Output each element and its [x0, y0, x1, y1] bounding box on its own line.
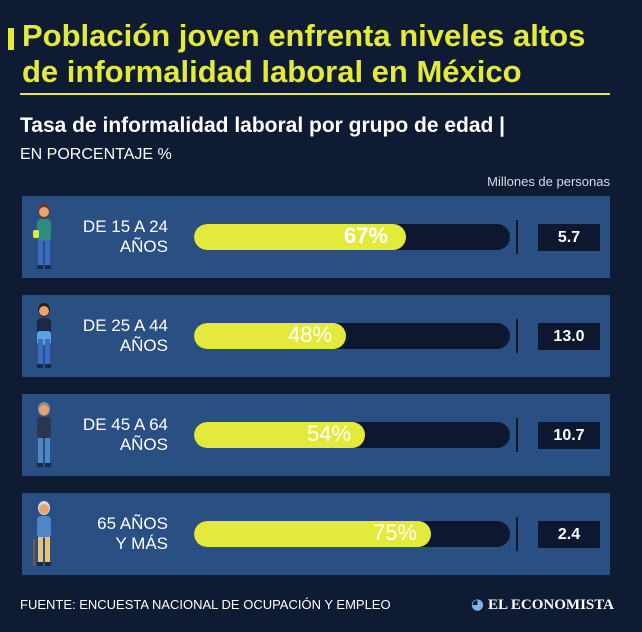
population-value: 5.7	[538, 224, 600, 251]
bar	[194, 224, 406, 250]
bar	[194, 521, 431, 547]
category-label-line-2: AÑOS	[119, 435, 168, 454]
category-label-line-1: DE 45 A 64	[82, 415, 168, 434]
category-label-line-2: AÑOS	[119, 237, 168, 256]
bar-track	[194, 323, 510, 349]
category-label: DE 25 A 44 AÑOS	[64, 316, 168, 356]
bar-track	[194, 422, 510, 448]
category-label-line-2: Y MÁS	[115, 534, 168, 553]
elderly-woman-icon	[30, 499, 58, 569]
bar-track	[194, 521, 510, 547]
title-line-1: Población joven enfrenta niveles altos	[22, 18, 586, 53]
bar	[194, 422, 365, 448]
category-label-line-1: DE 25 A 44	[82, 316, 168, 335]
brand-name: EL ECONOMISTA	[488, 597, 614, 613]
middle-aged-woman-icon	[30, 400, 58, 470]
row-divider	[516, 418, 518, 452]
data-label: 67%	[344, 223, 389, 248]
bar-row: 65 AÑOS Y MÁS 75% 2.4	[22, 493, 610, 575]
population-value: 13.0	[538, 323, 600, 350]
category-label-line-1: DE 15 A 24	[82, 217, 168, 236]
brand-logo: ◕ EL ECONOMISTA	[471, 595, 614, 614]
bar-row: DE 45 A 64 AÑOS 54% 10.7	[22, 394, 610, 476]
row-divider	[516, 517, 518, 551]
unit-label: EN PORCENTAJE %	[20, 146, 172, 163]
category-label: 65 AÑOS Y MÁS	[64, 514, 168, 554]
globe-icon: ◕	[470, 595, 484, 613]
bar-track	[194, 224, 510, 250]
title-line-2: de informalidad laboral en México	[22, 54, 522, 89]
population-value: 10.7	[538, 422, 600, 449]
title-accent-bar	[8, 28, 14, 50]
category-label: DE 45 A 64 AÑOS	[64, 415, 168, 455]
data-label: 75%	[373, 520, 418, 545]
category-label: DE 15 A 24 AÑOS	[64, 217, 168, 257]
adult-woman-icon	[30, 301, 58, 371]
source-note: FUENTE: ENCUESTA NACIONAL DE OCUPACIÓN Y…	[20, 597, 391, 612]
bar	[194, 323, 346, 349]
bar-row: DE 25 A 44 AÑOS 48% 13.0	[22, 295, 610, 377]
data-label: 54%	[307, 421, 352, 446]
title-divider	[20, 93, 610, 95]
row-divider	[516, 220, 518, 254]
bar-row: DE 15 A 24 AÑOS 67% 5.7	[22, 196, 610, 278]
row-divider	[516, 319, 518, 353]
chart-subtitle: Tasa de informalidad laboral por grupo d…	[20, 114, 506, 137]
category-label-line-1: 65 AÑOS	[97, 514, 168, 533]
footer	[0, 588, 642, 632]
column-header: Millones de personas	[487, 174, 610, 189]
data-label: 48%	[288, 322, 333, 347]
young-woman-icon	[30, 202, 58, 272]
category-label-line-2: AÑOS	[119, 336, 168, 355]
population-value: 2.4	[538, 521, 600, 548]
